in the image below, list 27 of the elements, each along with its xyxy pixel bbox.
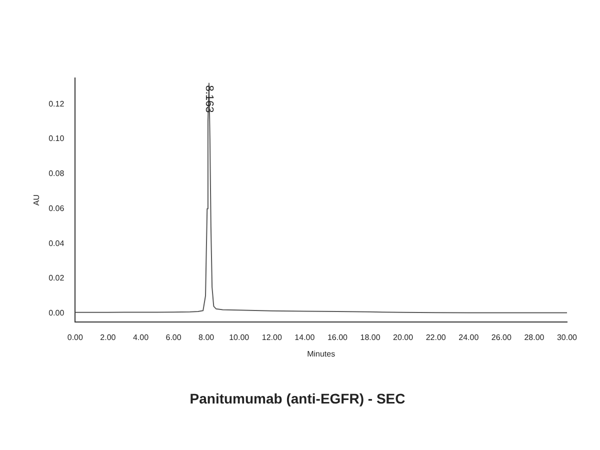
y-tick-label: 0.04: [48, 238, 65, 248]
y-tick-label: 0.08: [48, 169, 65, 178]
x-tick-label: 30.00: [556, 333, 578, 342]
x-tick-label: 28.00: [524, 333, 545, 342]
x-tick-label: 18.00: [360, 333, 381, 342]
x-tick-label: 8.00: [198, 333, 215, 342]
y-tick-label: 0.02: [48, 274, 65, 283]
x-axis-title: Minutes: [307, 350, 336, 359]
x-tick-label: 26.00: [491, 333, 512, 342]
y-axis-title: AU: [32, 194, 42, 206]
x-tick-label: 2.00: [100, 333, 116, 342]
text: Panitumumab (anti-EGFR) - SEC: [190, 390, 406, 406]
x-tick-label: 22.00: [426, 333, 446, 342]
x-tick-label: 6.00: [166, 333, 182, 342]
y-tick-label: 0.06: [48, 204, 65, 213]
y-tick-label: 0.12: [48, 99, 65, 108]
x-tick-label: 12.00: [262, 333, 282, 342]
x-tick-label: 20.00: [393, 333, 414, 342]
x-tick-label: 16.00: [327, 333, 348, 342]
x-tick-label: 24.00: [458, 333, 480, 342]
x-tick-label: 14.00: [294, 333, 316, 342]
y-tick-label: 0.00: [48, 308, 65, 318]
y-tick-label: 0.10: [48, 134, 65, 144]
x-tick-label: 10.00: [229, 333, 250, 342]
x-tick-label: 0.00: [67, 333, 84, 342]
annotation: 8.163: [202, 85, 215, 113]
x-tick-label: 4.00: [132, 333, 150, 342]
